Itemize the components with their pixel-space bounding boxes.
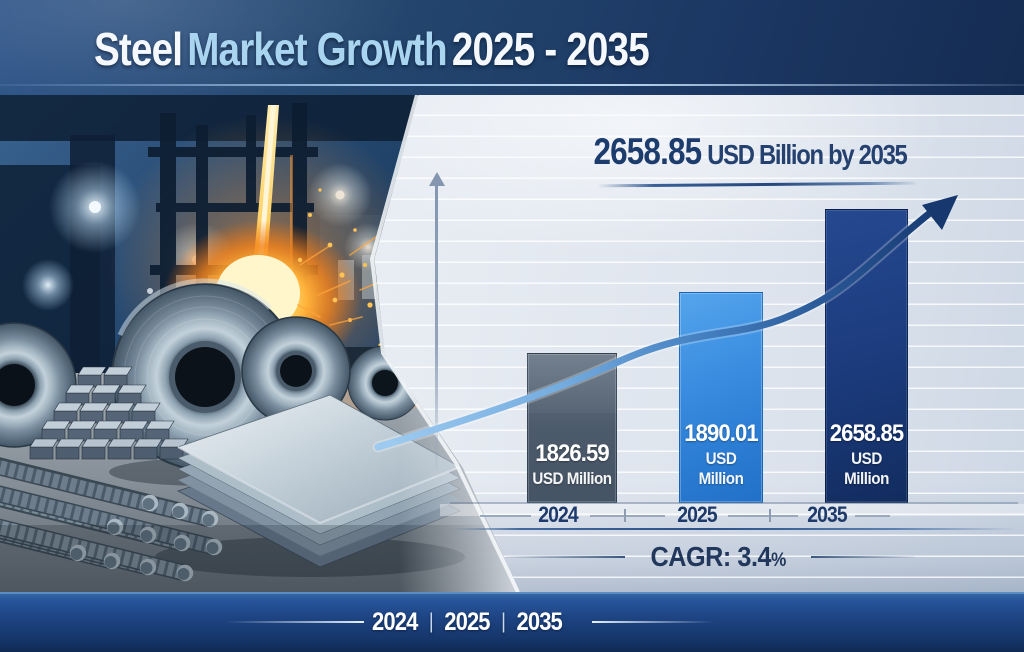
bar-2035-unit: USD Million: [844, 450, 889, 488]
footer-separator: |: [501, 610, 506, 633]
axis-line-segment: [728, 515, 798, 517]
chart-divider: [452, 528, 1018, 530]
bar-2025-label: 1890.01 USD Million: [680, 420, 762, 489]
title-accent: Market Growth: [187, 23, 447, 75]
bar-2024-value: 1826.59: [535, 440, 609, 467]
bar-2035: 2658.85 USD Million: [825, 209, 908, 503]
content-area: 1826.59 USD Million 1890.01 USD Million …: [0, 95, 1024, 592]
x-axis: 2024 2025 2035: [0, 500, 1024, 532]
x-axis-label-2035: 2035: [807, 502, 847, 527]
headline: 2658.85 USD Billion by 2035: [584, 131, 916, 173]
axis-line-segment: [590, 515, 665, 517]
y-axis-arrow-icon: [428, 172, 445, 471]
cagr-percent: %: [770, 550, 786, 571]
title-range: 2025 - 2035: [451, 23, 650, 75]
footer-line-right: [592, 621, 714, 623]
cagr-text: CAGR: 3.4%: [650, 541, 786, 573]
steel-plates: [155, 394, 465, 577]
axis-tick: [769, 509, 771, 522]
x-axis-label-2024: 2024: [538, 502, 578, 527]
axis-tick: [624, 509, 626, 522]
headline-suffix: USD Billion by 2035: [707, 139, 908, 170]
bar-2025-value: 1890.01: [684, 420, 758, 447]
axis-line-segment: [480, 515, 531, 517]
axis-line-segment: [855, 515, 890, 517]
footer-year-2025: 2025: [444, 607, 490, 636]
footer-years: 2024 | 2025 | 2035: [372, 592, 563, 652]
x-axis-band: [440, 504, 1024, 516]
footer-separator: |: [428, 610, 434, 633]
bar-2035-value: 2658.85: [829, 420, 904, 447]
title-brand: Steel: [94, 23, 183, 75]
bar-2025: 1890.01 USD Million: [679, 292, 763, 503]
billet-stack: [29, 366, 189, 460]
chart-baseline: [450, 502, 1018, 504]
cagr-dash-right: [811, 556, 916, 558]
footer-year-2024: 2024: [372, 607, 418, 636]
bar-2035-label: 2658.85 USD Million: [826, 420, 907, 489]
bar-2024: 1826.59 USD Million: [527, 353, 617, 503]
footer-line-left: [226, 621, 364, 623]
bar-2024-unit: USD Million: [532, 470, 612, 488]
headline-value: 2658.85: [593, 131, 703, 172]
bar-2025-unit: USD Million: [698, 450, 744, 488]
cagr-value: 3.4: [737, 541, 771, 572]
cagr-dash-left: [504, 556, 625, 558]
footer-band: 2024 | 2025 | 2035: [0, 592, 1024, 652]
footer-year-2035: 2035: [516, 607, 562, 636]
cagr-note: CAGR: 3.4%: [430, 536, 990, 578]
rebar-bundle: [0, 436, 223, 582]
cagr-label: CAGR:: [650, 541, 731, 572]
y-axis-arrowhead: [428, 172, 445, 186]
page-title: Steel Market Growth 2025 - 2035: [94, 23, 650, 75]
title-bar: Steel Market Growth 2025 - 2035: [0, 0, 1024, 95]
x-axis-label-2025: 2025: [677, 502, 717, 527]
bar-2024-label: 1826.59 USD Million: [528, 440, 616, 489]
